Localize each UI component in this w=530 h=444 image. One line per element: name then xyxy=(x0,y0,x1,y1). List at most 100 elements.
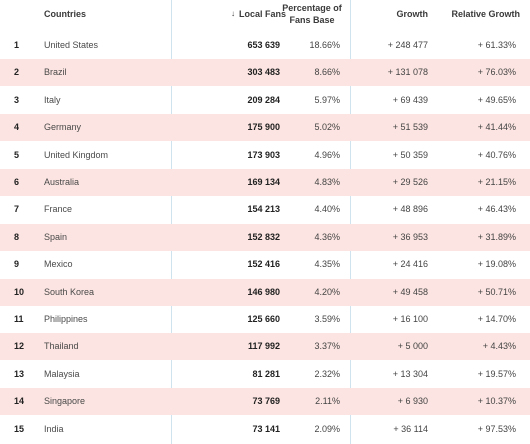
table-row[interactable]: 7 France 154 213 4.40% + 48 896 + 46.43% xyxy=(0,196,530,223)
country-cell: Brazil xyxy=(44,67,67,78)
relative-growth-cell: + 19.08% xyxy=(477,259,516,270)
country-cell: United States xyxy=(44,40,99,50)
local-fans-cell: 152 416 xyxy=(247,259,280,270)
relative-growth-cell: + 50.71% xyxy=(477,286,516,297)
table-row[interactable]: 6 Australia 169 134 4.83% + 29 526 + 21.15% xyxy=(0,169,530,196)
percentage-cell: 4.35% xyxy=(314,259,340,270)
local-fans-cell: 209 284 xyxy=(247,94,280,105)
growth-cell: + 13 304 xyxy=(392,368,428,379)
relative-growth-cell: + 76.03% xyxy=(477,67,516,78)
percentage-cell: 2.11% xyxy=(315,396,340,407)
local-fans-cell: 154 213 xyxy=(247,204,280,215)
table-row[interactable]: 4 Germany 175 900 5.02% + 51 539 + 41.44% xyxy=(0,114,530,142)
table-row[interactable]: 14 Singapore 73 769 2.11% + 6 930 + 10.37% xyxy=(0,388,530,416)
relative-growth-cell: + 31.89% xyxy=(477,231,516,242)
percentage-cell: 5.02% xyxy=(314,122,340,133)
growth-cell: + 248 477 xyxy=(387,40,428,50)
rank-cell: 12 xyxy=(14,341,25,352)
relative-growth-cell: + 10.37% xyxy=(477,396,516,407)
country-cell: Philippines xyxy=(44,314,88,324)
local-fans-cell: 146 980 xyxy=(247,286,280,297)
local-fans-cell: 303 483 xyxy=(247,67,280,78)
local-fans-cell: 173 903 xyxy=(247,149,280,160)
column-divider xyxy=(350,0,351,444)
percentage-cell: 3.59% xyxy=(314,314,340,324)
rank-cell: 10 xyxy=(14,286,25,297)
header-growth[interactable]: Growth xyxy=(396,9,429,19)
local-fans-cell: 81 281 xyxy=(252,368,280,379)
header-local-fans[interactable]: ↓ Local Fans xyxy=(180,8,286,20)
percentage-cell: 3.37% xyxy=(314,341,340,352)
local-fans-cell: 169 134 xyxy=(247,177,280,187)
relative-growth-cell: + 49.65% xyxy=(477,94,516,105)
relative-growth-cell: + 21.15% xyxy=(477,177,516,187)
growth-cell: + 69 439 xyxy=(392,94,428,105)
country-cell: Italy xyxy=(44,94,61,105)
header-percentage[interactable]: Percentage of Fans Base xyxy=(282,3,342,25)
table-row[interactable]: 2 Brazil 303 483 8.66% + 131 078 + 76.03% xyxy=(0,59,530,87)
header-countries[interactable]: Countries xyxy=(44,9,87,19)
growth-cell: + 50 359 xyxy=(392,149,428,160)
local-fans-cell: 152 832 xyxy=(247,231,280,242)
relative-growth-cell: + 46.43% xyxy=(477,204,516,215)
local-fans-cell: 175 900 xyxy=(247,122,280,133)
percentage-cell: 4.96% xyxy=(314,149,340,160)
country-cell: Malaysia xyxy=(44,368,80,379)
relative-growth-cell: + 19.57% xyxy=(477,368,516,379)
arrow-down-icon: ↓ xyxy=(230,9,235,18)
table-header: Countries ↓ Local Fans Percentage of Fan… xyxy=(0,0,530,36)
rank-cell: 5 xyxy=(14,149,20,160)
growth-cell: + 36 953 xyxy=(392,231,428,242)
rank-cell: 9 xyxy=(14,259,20,270)
table-row[interactable]: 9 Mexico 152 416 4.35% + 24 416 + 19.08% xyxy=(0,251,530,278)
percentage-cell: 18.66% xyxy=(309,40,340,50)
table-row[interactable]: 1 United States 653 639 18.66% + 248 477 + 61… xyxy=(0,32,530,59)
table-row[interactable]: 3 Italy 209 284 5.97% + 69 439 + 49.65% xyxy=(0,87,530,114)
growth-cell: + 24 416 xyxy=(392,259,428,270)
rank-cell: 4 xyxy=(14,122,20,133)
percentage-cell: 2.32% xyxy=(314,368,340,379)
rank-cell: 11 xyxy=(14,314,24,324)
rank-cell: 8 xyxy=(14,231,20,242)
growth-cell: + 49 458 xyxy=(392,286,428,297)
country-cell: Singapore xyxy=(44,396,86,407)
country-cell: Australia xyxy=(44,177,80,187)
table-row[interactable]: 15 India 73 141 2.09% + 36 114 + 97.53% xyxy=(0,416,530,443)
country-cell: France xyxy=(44,204,73,215)
country-cell: Thailand xyxy=(44,341,79,352)
percentage-cell: 4.20% xyxy=(314,286,340,297)
growth-cell: + 6 930 xyxy=(397,396,428,407)
relative-growth-cell: + 97.53% xyxy=(477,423,516,434)
rank-cell: 14 xyxy=(14,396,25,407)
rank-cell: 13 xyxy=(14,368,25,379)
table-row[interactable]: 8 Spain 152 832 4.36% + 36 953 + 31.89% xyxy=(0,223,530,251)
rank-cell: 6 xyxy=(14,177,20,187)
local-fans-cell: 73 141 xyxy=(252,423,280,434)
rank-cell: 2 xyxy=(14,67,20,78)
header-local-fans-label: Local Fans xyxy=(238,9,286,19)
country-cell: United Kingdom xyxy=(44,149,109,160)
column-divider xyxy=(171,0,172,444)
growth-cell: + 51 539 xyxy=(392,122,428,133)
table-row[interactable]: 11 Philippines 125 660 3.59% + 16 100 + 14.70… xyxy=(0,306,530,333)
table-row[interactable]: 12 Thailand 117 992 3.37% + 5 000 + 4.43% xyxy=(0,333,530,361)
table-row[interactable]: 10 South Korea 146 980 4.20% + 49 458 + 50.71… xyxy=(0,278,530,306)
growth-cell: + 16 100 xyxy=(392,314,428,324)
percentage-cell: 5.97% xyxy=(314,94,340,105)
relative-growth-cell: + 40.76% xyxy=(477,149,516,160)
country-cell: Spain xyxy=(44,231,68,242)
local-fans-cell: 117 992 xyxy=(247,341,280,352)
growth-cell: + 48 896 xyxy=(392,204,428,215)
country-cell: Mexico xyxy=(44,259,73,270)
relative-growth-cell: + 4.43% xyxy=(482,341,516,352)
rank-cell: 1 xyxy=(14,40,20,50)
rank-cell: 3 xyxy=(14,94,20,105)
table-row[interactable]: 13 Malaysia 81 281 2.32% + 13 304 + 19.57% xyxy=(0,361,530,388)
header-relative-growth[interactable]: Relative Growth xyxy=(451,9,520,19)
table-row[interactable]: 5 United Kingdom 173 903 4.96% + 50 359 + 40.… xyxy=(0,142,530,169)
local-fans-cell: 73 769 xyxy=(252,396,280,407)
local-fans-cell: 653 639 xyxy=(247,40,280,50)
percentage-cell: 8.66% xyxy=(314,67,340,78)
growth-cell: + 5 000 xyxy=(397,341,428,352)
rank-cell: 7 xyxy=(14,204,20,215)
